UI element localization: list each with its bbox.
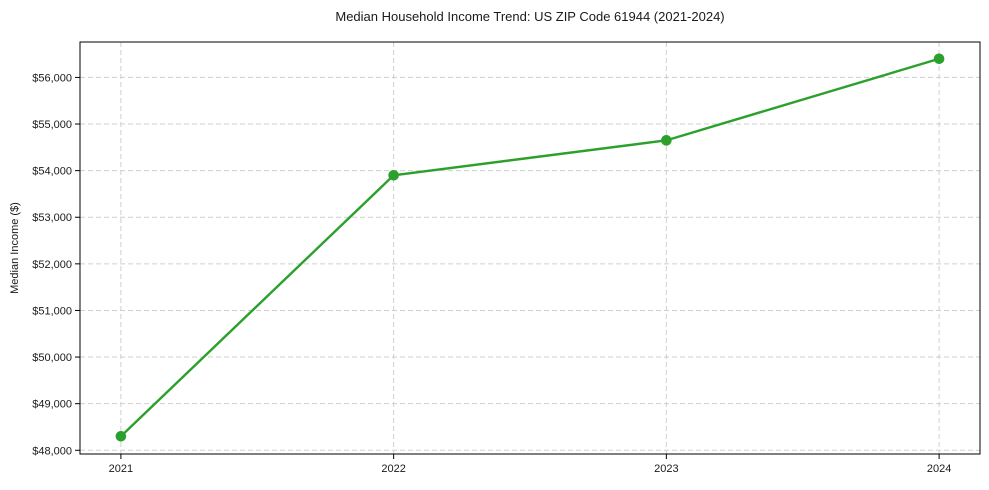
x-tick-label: 2021 <box>109 463 133 475</box>
axes-spines <box>79 41 981 455</box>
y-tick-label: $53,000 <box>32 212 72 224</box>
y-tick-label: $56,000 <box>32 72 72 84</box>
x-tick-label: 2022 <box>381 463 405 475</box>
data-point-marker-2022 <box>388 169 399 181</box>
y-tick-label: $54,000 <box>32 166 72 178</box>
y-tick-label: $51,000 <box>32 305 72 317</box>
data-point-marker-2024 <box>933 53 945 65</box>
x-tick-label: 2024 <box>927 463 951 475</box>
y-tick-label: $49,000 <box>32 399 72 411</box>
income-trend-line <box>119 57 941 438</box>
y-tick-label: $48,000 <box>32 445 72 457</box>
y-tick-label: $50,000 <box>32 352 72 364</box>
chart-title: Median Household Income Trend: US ZIP Co… <box>335 9 725 24</box>
y-tick-label: $55,000 <box>32 119 72 131</box>
data-point-marker-2023 <box>661 135 672 146</box>
data-point-marker-2021 <box>115 430 127 442</box>
x-tick-label: 2023 <box>654 463 678 475</box>
y-tick-label: $52,000 <box>32 259 72 271</box>
